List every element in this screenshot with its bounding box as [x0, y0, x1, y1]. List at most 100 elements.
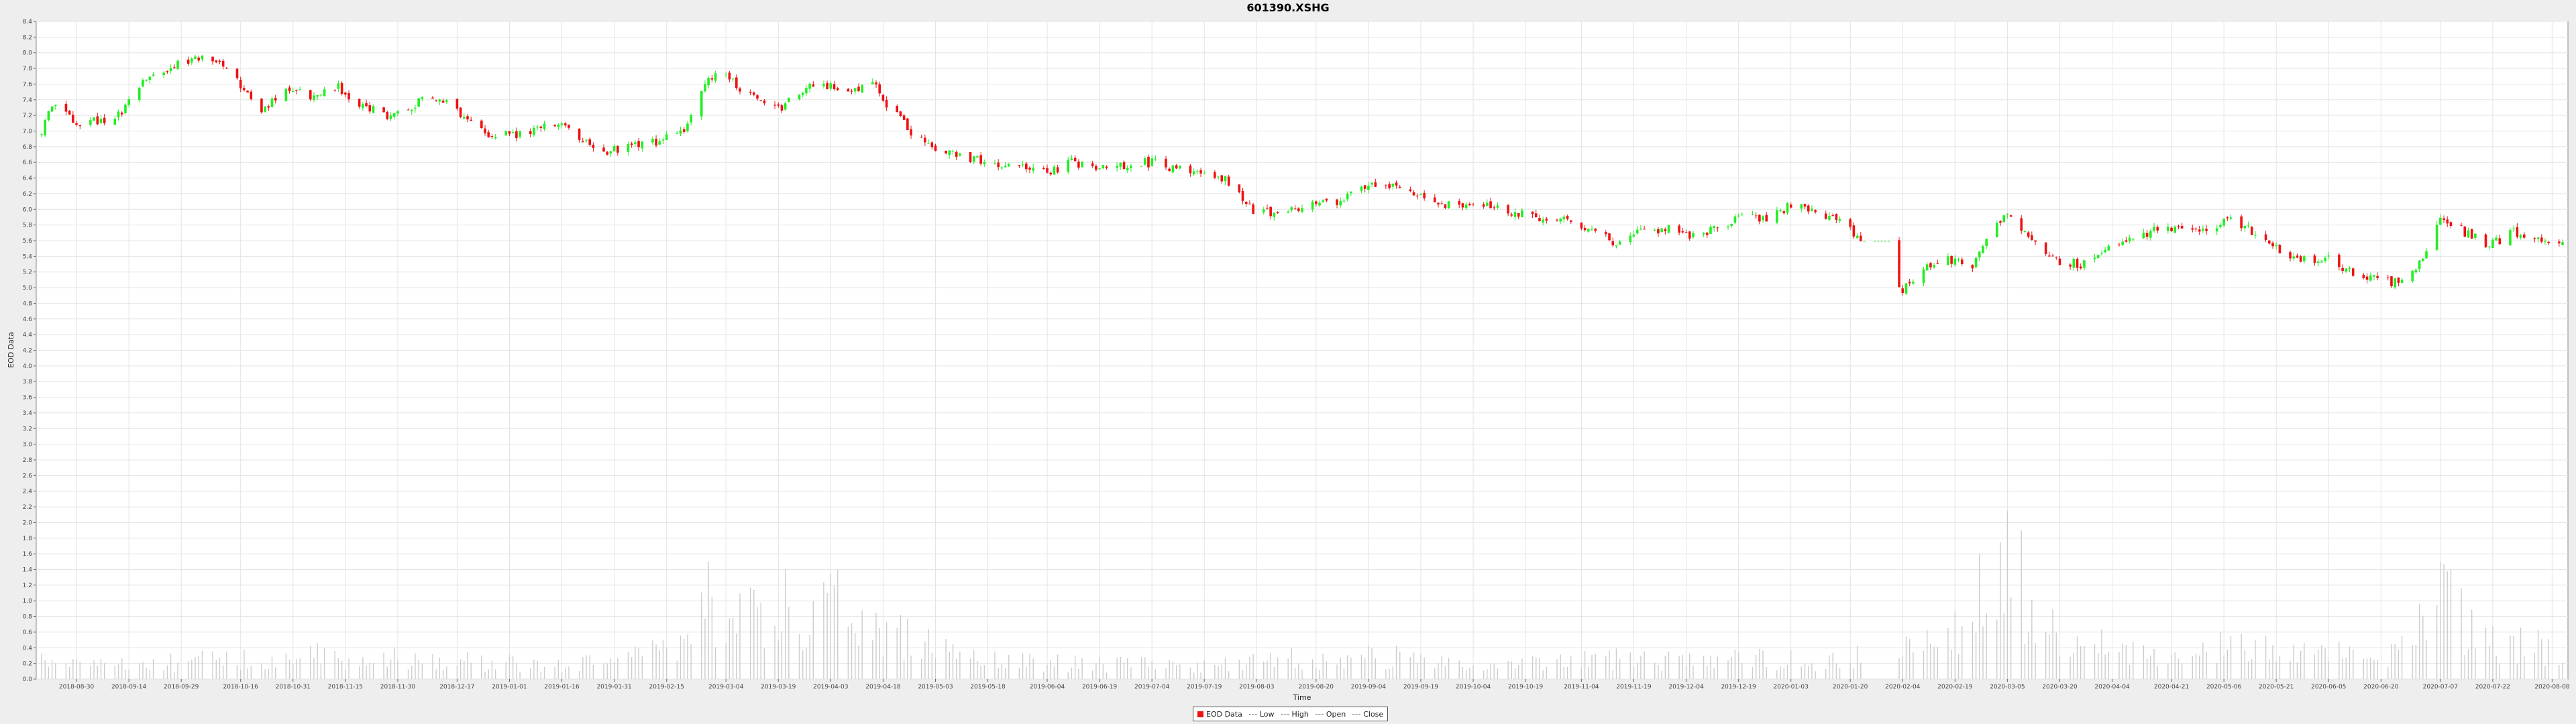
candle-body — [176, 60, 179, 69]
candle-body — [2202, 229, 2204, 231]
candle-body — [1252, 204, 1254, 214]
candle-body — [881, 95, 885, 101]
y-tick-label: 5.6 — [23, 238, 33, 245]
candle-body — [704, 84, 706, 92]
x-tick-label: 2020-01-20 — [1833, 684, 1868, 690]
candle-body — [470, 119, 473, 121]
legend-item-eod: EOD Data — [1197, 710, 1242, 719]
x-tick-label: 2019-08-03 — [1239, 684, 1274, 690]
candle-body — [634, 142, 637, 145]
candle-body — [344, 93, 347, 95]
candle-body — [1214, 172, 1216, 178]
candle-body — [511, 132, 515, 133]
candle-body — [1705, 233, 1709, 235]
y-tick-label: 4.8 — [23, 300, 33, 307]
candle-body — [2031, 235, 2033, 240]
candle-body — [2177, 226, 2180, 227]
candle-body — [1468, 204, 1471, 206]
candle-body — [484, 128, 486, 133]
candle-body — [1681, 231, 1684, 233]
candle-body — [976, 156, 979, 158]
y-tick-label: 7.0 — [23, 129, 33, 135]
candle-body — [1143, 158, 1146, 165]
candle-body — [784, 103, 787, 110]
candle-body — [557, 124, 560, 127]
candle-body — [2362, 275, 2365, 278]
candle-body — [665, 134, 668, 140]
candle-body — [951, 151, 955, 152]
candle-body — [899, 111, 902, 117]
legend-swatch-open — [1315, 713, 1324, 715]
candle-body — [1433, 197, 1436, 202]
candle-body — [2096, 255, 2100, 259]
candle-body — [850, 90, 853, 92]
legend-swatch-high — [1281, 713, 1289, 715]
candle-body — [1482, 204, 1485, 207]
candle-body — [658, 141, 661, 145]
x-tick-label: 2020-06-05 — [2311, 684, 2346, 690]
candle-body — [1521, 210, 1523, 218]
candle-body — [1315, 201, 1318, 204]
candle-body — [519, 131, 521, 137]
candlesticks — [40, 54, 2564, 296]
candle-body — [1758, 215, 1761, 222]
candle-body — [731, 78, 735, 80]
x-tick-label: 2019-02-15 — [649, 684, 684, 690]
candle-body — [1168, 168, 1171, 172]
candle-body — [1192, 171, 1195, 175]
candle-body — [2474, 233, 2477, 238]
candle-body — [2561, 242, 2564, 245]
candle-body — [1486, 202, 1489, 206]
candle-body — [983, 162, 986, 165]
candle-body — [72, 115, 74, 123]
candle-body — [246, 90, 249, 93]
y-tick-label: 3.0 — [23, 442, 33, 448]
candle-body — [358, 99, 361, 107]
candle-body — [243, 88, 246, 90]
candle-body — [1605, 232, 1607, 235]
candle-body — [2009, 215, 2012, 217]
legend-label-low: Low — [1259, 709, 1275, 719]
candle-body — [564, 123, 567, 126]
y-tick-label: 0.4 — [23, 645, 33, 652]
candle-body — [407, 109, 410, 111]
candle-body — [274, 97, 277, 101]
candle-body — [1021, 164, 1024, 166]
y-tick-label: 2.0 — [23, 520, 33, 526]
candle-body — [2324, 257, 2326, 261]
y-axis-title: EOD Data — [7, 332, 15, 368]
x-tick-label: 2018-11-15 — [328, 684, 363, 690]
candle-body — [494, 137, 497, 139]
candle-body — [152, 74, 155, 76]
y-tick-label: 2.8 — [23, 457, 33, 464]
candle-body — [1391, 183, 1395, 187]
candle-body — [2069, 264, 2072, 267]
y-tick-label: 5.2 — [23, 269, 32, 276]
candle-body — [284, 88, 288, 101]
candle-body — [857, 86, 860, 91]
candle-body — [2072, 259, 2076, 268]
candle-body — [299, 89, 301, 90]
candle-body — [759, 100, 763, 101]
candle-body — [2519, 235, 2522, 238]
candle-body — [2149, 231, 2152, 238]
candle-body — [1140, 166, 1143, 167]
y-tick-label: 7.2 — [23, 113, 32, 119]
candle-body — [1004, 166, 1007, 168]
candle-body — [490, 136, 494, 137]
candle-body — [679, 130, 682, 134]
candle-body — [2316, 261, 2320, 263]
candle-body — [264, 106, 266, 112]
y-tick-label: 6.4 — [23, 176, 33, 182]
candle-body — [1562, 217, 1566, 220]
candle-body — [1635, 229, 1639, 234]
candle-body — [588, 139, 591, 145]
candle-body — [1374, 182, 1377, 187]
candle-body — [2048, 255, 2051, 257]
legend-label-high: High — [1291, 709, 1309, 719]
candle-body — [455, 99, 459, 109]
candle-body — [2170, 227, 2173, 231]
x-tick-label: 2019-10-04 — [1456, 684, 1491, 690]
legend-swatch-close — [1352, 713, 1361, 715]
candle-body — [1594, 229, 1597, 231]
